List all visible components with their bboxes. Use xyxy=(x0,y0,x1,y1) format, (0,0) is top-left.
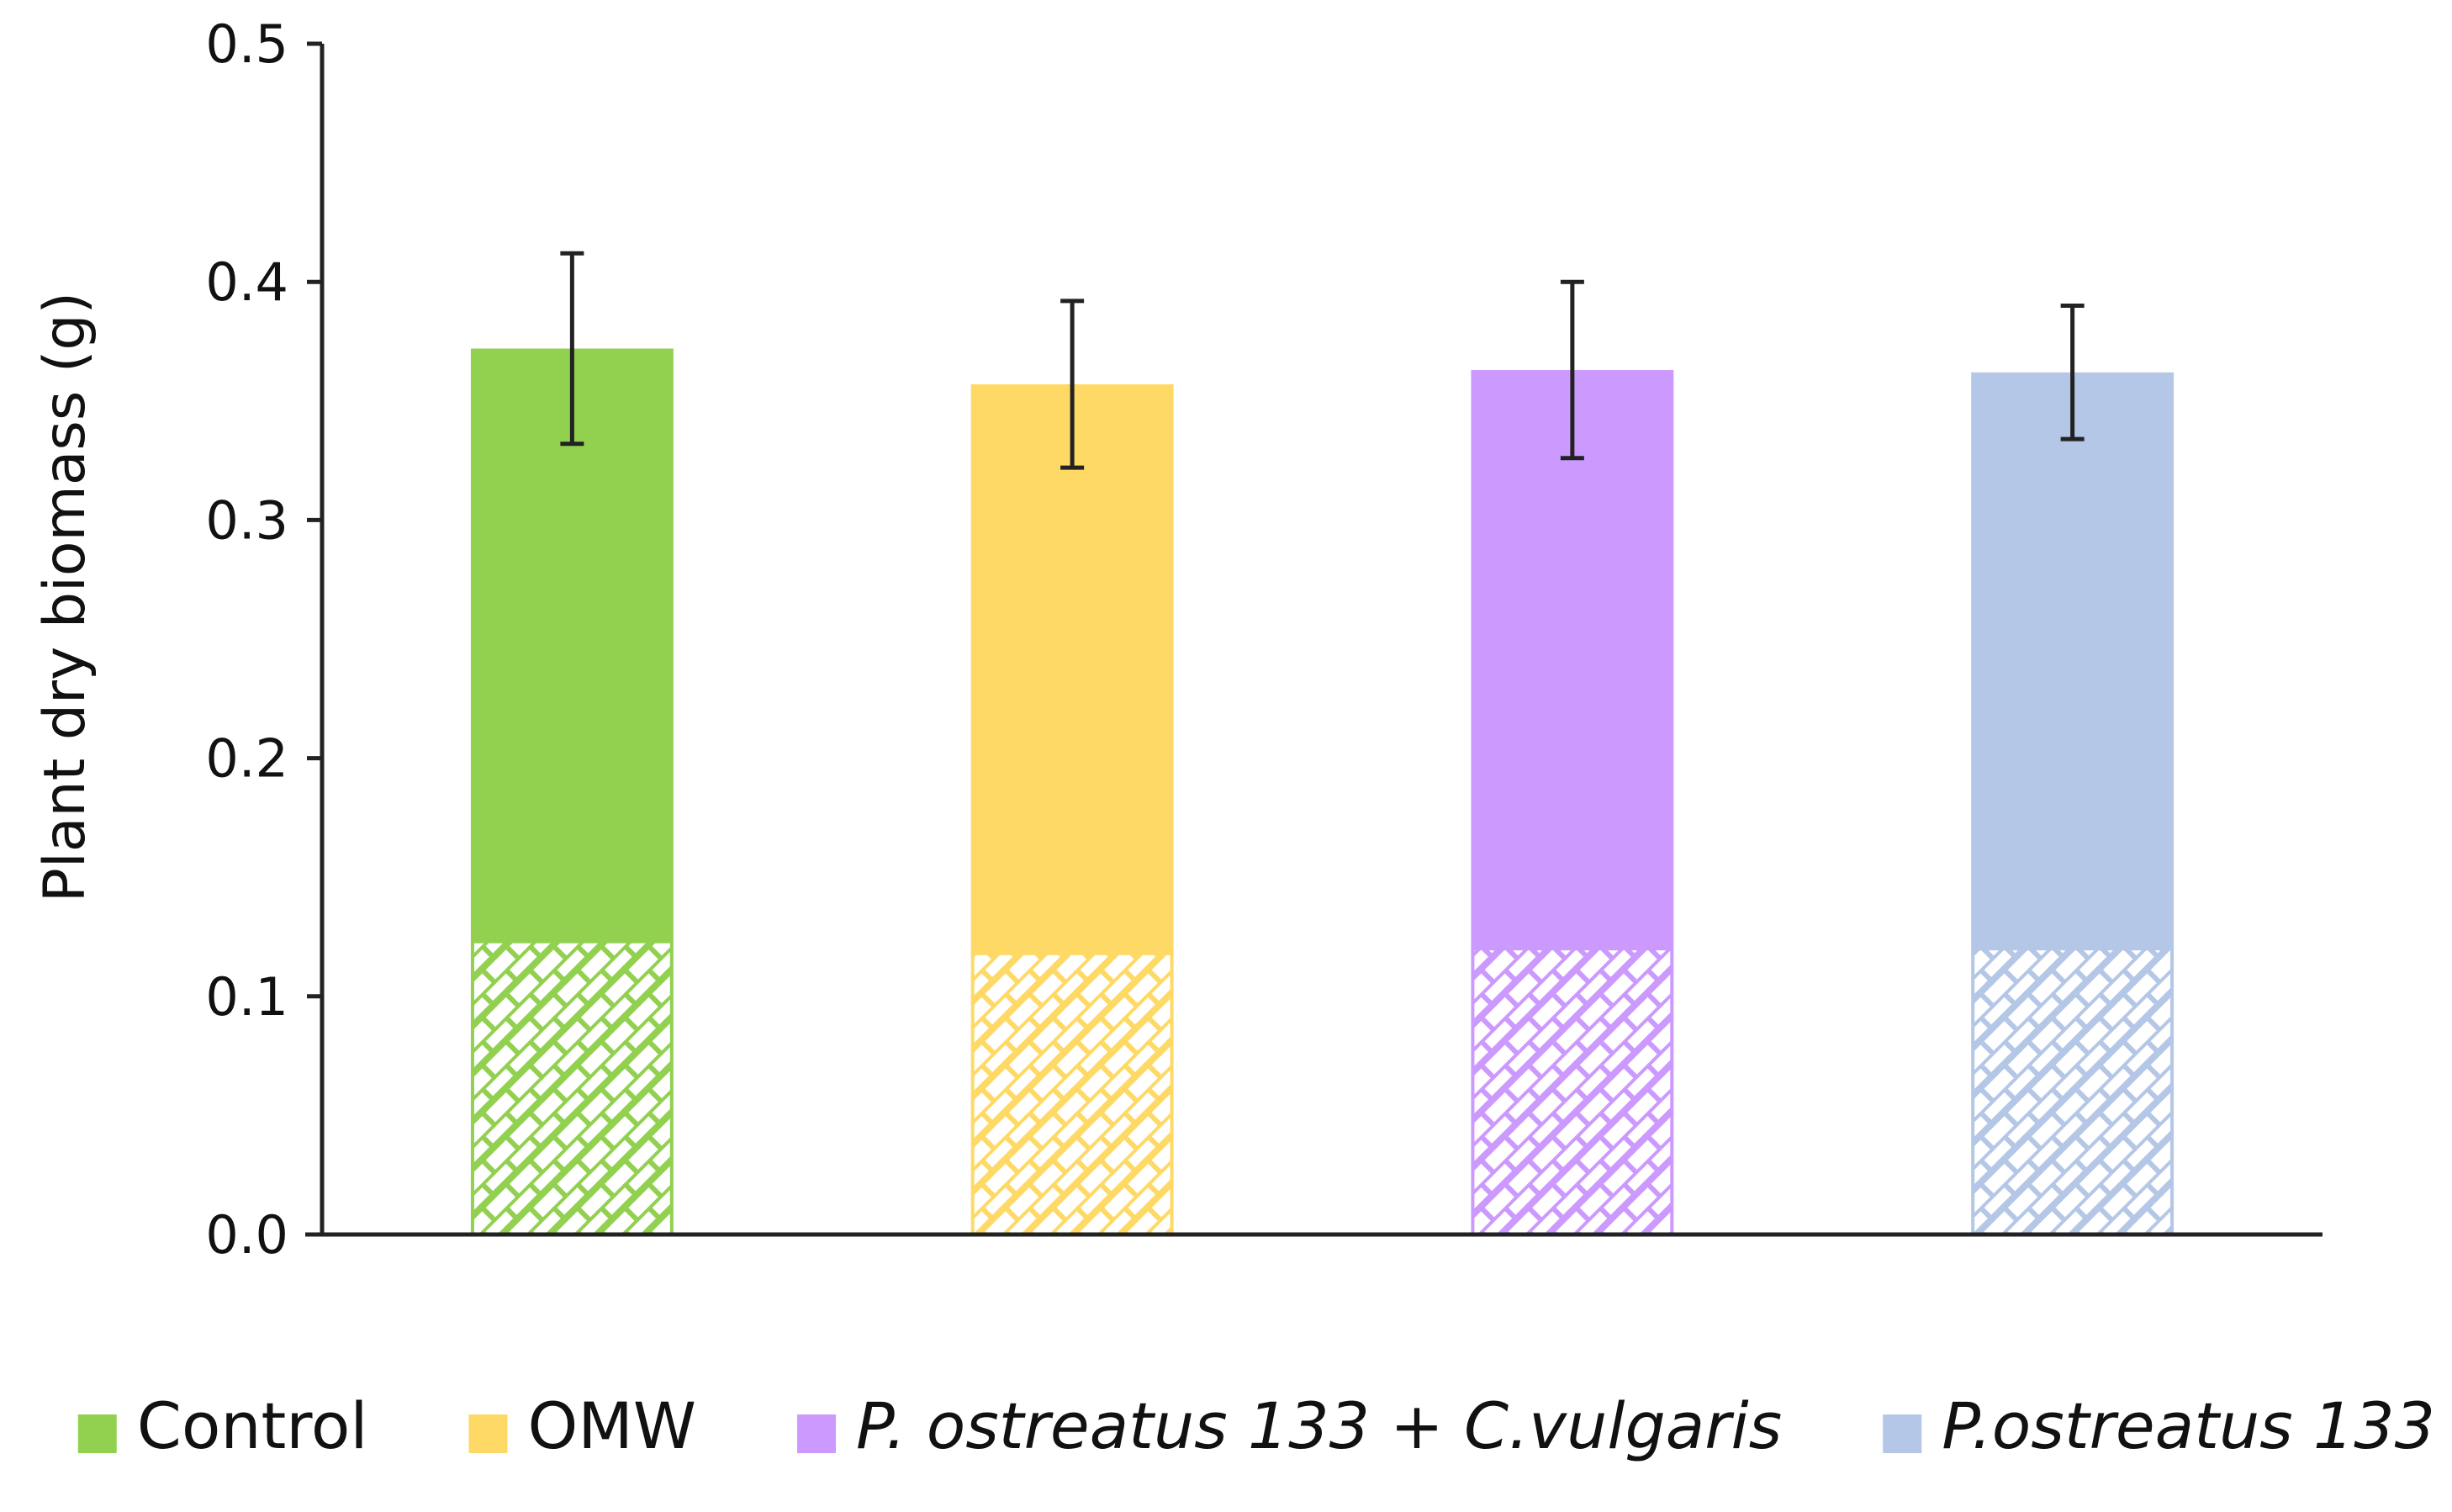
y-axis-title: Plant dry biomass (g) xyxy=(32,292,98,902)
legend-swatch xyxy=(1883,1414,1922,1453)
legend-label: Control xyxy=(137,1388,368,1463)
legend-swatch xyxy=(468,1414,508,1453)
legend: Control OMW P. ostreatus 133 + C.vulgaris P… xyxy=(77,1388,2435,1463)
y-tick-label: 0.1 xyxy=(205,966,288,1028)
bar-upper-segment xyxy=(970,383,1174,954)
bar-upper-segment xyxy=(470,348,674,942)
bar-lower-segment xyxy=(970,951,1174,1236)
y-tick-label: 0.5 xyxy=(205,13,288,75)
error-bars xyxy=(560,251,2085,470)
y-tick-label: 0.3 xyxy=(205,489,288,551)
legend-label: P. ostreatus 133 + C.vulgaris xyxy=(856,1388,1782,1463)
y-tick-label: 0.4 xyxy=(205,251,288,313)
bars xyxy=(470,348,2175,1237)
legend-label: OMW xyxy=(527,1388,696,1463)
bar-lower-segment xyxy=(1471,947,1674,1237)
bar-upper-segment xyxy=(1971,372,2175,949)
bar-lower-segment xyxy=(1971,947,2175,1237)
y-tick-label: 0.0 xyxy=(205,1204,288,1266)
bar-upper-segment xyxy=(1471,369,1674,949)
legend-swatch xyxy=(797,1414,837,1453)
legend-label: P.ostreatus 133 xyxy=(1942,1388,2435,1463)
y-axis-ticks: 0.0 0.1 0.2 0.3 0.4 0.5 xyxy=(205,13,322,1266)
y-tick-label: 0.2 xyxy=(205,728,288,790)
bar-lower-segment xyxy=(470,939,674,1236)
legend-swatch xyxy=(77,1414,117,1453)
